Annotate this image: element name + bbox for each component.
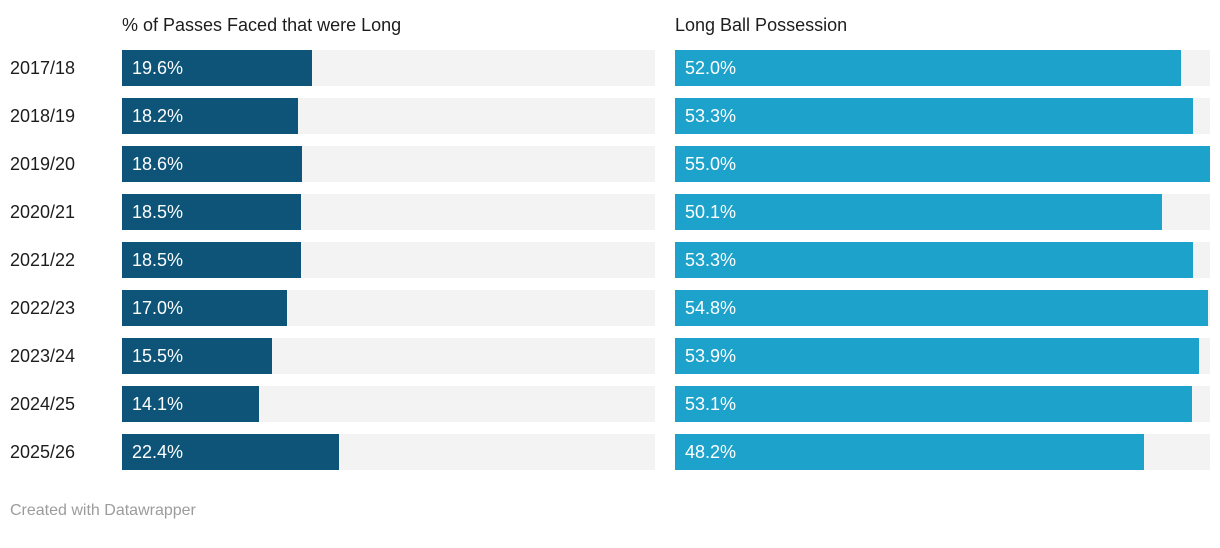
- bar-track-long-passes: 14.1%: [122, 386, 655, 422]
- bar-track-possession: 53.9%: [675, 338, 1210, 374]
- bar-value-label: 17.0%: [132, 298, 184, 318]
- bar-long-passes: 22.4%: [122, 434, 340, 470]
- bar-track-long-passes: 19.6%: [122, 50, 655, 86]
- bar-possession: 55.0%: [675, 146, 1210, 182]
- bar-possession: 50.1%: [675, 194, 1163, 230]
- bar-possession: 48.2%: [675, 434, 1144, 470]
- chart-row: 2019/20 18.6% 55.0%: [0, 146, 1210, 182]
- split-bar-chart: % of Passes Faced that were Long Long Ba…: [0, 0, 1210, 519]
- bar-possession: 53.9%: [675, 338, 1200, 374]
- bar-track-long-passes: 18.2%: [122, 98, 655, 134]
- bar-possession: 52.0%: [675, 50, 1181, 86]
- right-column-title: Long Ball Possession: [675, 15, 848, 35]
- row-label-season: 2020/21: [10, 201, 76, 222]
- bar-long-passes: 14.1%: [122, 386, 259, 422]
- row-label-season: 2019/20: [10, 153, 76, 174]
- bar-track-long-passes: 18.5%: [122, 242, 655, 278]
- bar-long-passes: 18.5%: [122, 194, 302, 230]
- bar-track-possession: 54.8%: [675, 290, 1210, 326]
- row-label-season: 2018/19: [10, 105, 76, 126]
- row-label-season: 2024/25: [10, 393, 76, 414]
- chart-row: 2017/18 19.6% 52.0%: [0, 50, 1210, 86]
- bar-long-passes: 18.5%: [122, 242, 302, 278]
- bar-track-possession: 53.3%: [675, 98, 1210, 134]
- bar-value-label: 19.6%: [132, 58, 184, 78]
- bar-long-passes: 15.5%: [122, 338, 273, 374]
- bar-possession: 53.3%: [675, 98, 1194, 134]
- bar-track-long-passes: 18.6%: [122, 146, 655, 182]
- row-label-season: 2017/18: [10, 57, 76, 78]
- column-headers: % of Passes Faced that were Long Long Ba…: [0, 0, 1210, 38]
- bar-track-possession: 50.1%: [675, 194, 1210, 230]
- bar-value-label: 14.1%: [132, 394, 184, 414]
- bar-track-possession: 53.1%: [675, 386, 1210, 422]
- bar-track-possession: 53.3%: [675, 242, 1210, 278]
- bar-value-label: 18.5%: [132, 250, 184, 270]
- bar-possession: 53.1%: [675, 386, 1192, 422]
- bar-value-label: 18.6%: [132, 154, 184, 174]
- bar-track-possession: 48.2%: [675, 434, 1210, 470]
- bar-value-label: 22.4%: [132, 442, 184, 462]
- bar-long-passes: 18.2%: [122, 98, 299, 134]
- bar-long-passes: 18.6%: [122, 146, 303, 182]
- bar-value-label: 54.8%: [685, 298, 737, 318]
- bar-value-label: 53.3%: [685, 250, 737, 270]
- bar-value-label: 52.0%: [685, 58, 737, 78]
- bar-possession: 54.8%: [675, 290, 1209, 326]
- bar-value-label: 18.5%: [132, 202, 184, 222]
- row-label-season: 2021/22: [10, 249, 76, 270]
- bar-long-passes: 19.6%: [122, 50, 312, 86]
- bar-track-long-passes: 17.0%: [122, 290, 655, 326]
- row-label-season: 2025/26: [10, 441, 76, 462]
- row-label-season: 2023/24: [10, 345, 76, 366]
- chart-row: 2018/19 18.2% 53.3%: [0, 98, 1210, 134]
- bar-value-label: 55.0%: [685, 154, 737, 174]
- left-column-title: % of Passes Faced that were Long: [122, 15, 402, 35]
- bar-value-label: 53.1%: [685, 394, 737, 414]
- bar-long-passes: 17.0%: [122, 290, 287, 326]
- chart-row: 2021/22 18.5% 53.3%: [0, 242, 1210, 278]
- bar-value-label: 15.5%: [132, 346, 184, 366]
- datawrapper-attribution[interactable]: Created with Datawrapper: [10, 502, 196, 519]
- bar-value-label: 53.9%: [685, 346, 737, 366]
- chart-rows: 2017/18 19.6% 52.0% 2018/19 18.2% 53.3%: [0, 50, 1210, 470]
- bar-value-label: 48.2%: [685, 442, 737, 462]
- chart-row: 2024/25 14.1% 53.1%: [0, 386, 1210, 422]
- bar-track-long-passes: 22.4%: [122, 434, 655, 470]
- chart-row: 2020/21 18.5% 50.1%: [0, 194, 1210, 230]
- bar-value-label: 53.3%: [685, 106, 737, 126]
- bar-value-label: 18.2%: [132, 106, 184, 126]
- row-label-season: 2022/23: [10, 297, 76, 318]
- bar-track-long-passes: 18.5%: [122, 194, 655, 230]
- bar-track-possession: 55.0%: [675, 146, 1210, 182]
- bar-track-possession: 52.0%: [675, 50, 1210, 86]
- bar-possession: 53.3%: [675, 242, 1194, 278]
- bar-value-label: 50.1%: [685, 202, 737, 222]
- chart-row: 2025/26 22.4% 48.2%: [0, 434, 1210, 470]
- chart-row: 2022/23 17.0% 54.8%: [0, 290, 1210, 326]
- chart-row: 2023/24 15.5% 53.9%: [0, 338, 1210, 374]
- bar-track-long-passes: 15.5%: [122, 338, 655, 374]
